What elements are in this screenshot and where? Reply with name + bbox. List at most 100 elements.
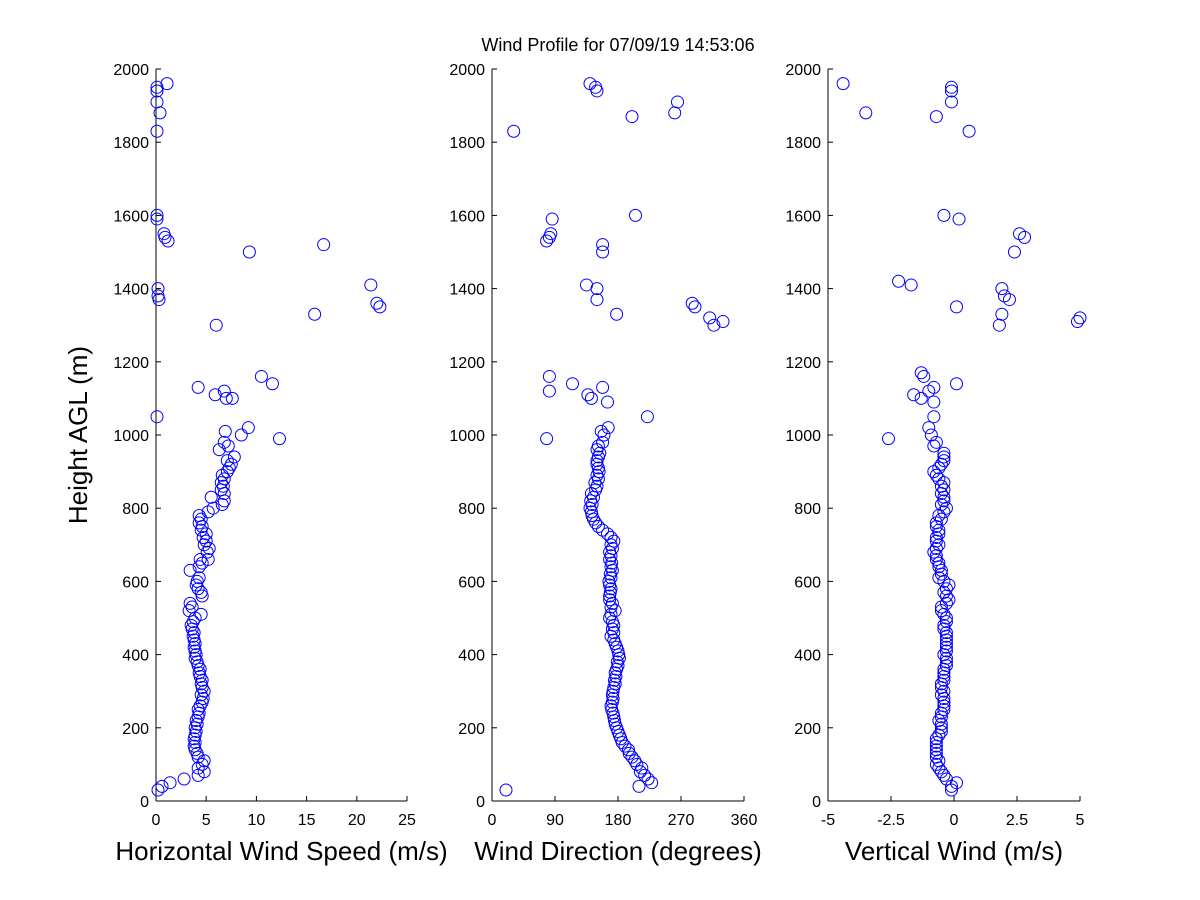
data-point	[590, 468, 604, 482]
y-tick-label: 600	[458, 574, 485, 591]
data-point	[929, 435, 943, 449]
data-point	[939, 611, 953, 625]
data-point	[160, 77, 174, 91]
data-point	[937, 768, 951, 782]
x-axis-label: Horizontal Wind Speed (m/s)	[115, 836, 447, 866]
data-point	[937, 585, 951, 599]
data-point	[934, 512, 948, 526]
data-point	[944, 783, 958, 797]
y-tick-label: 800	[458, 501, 485, 518]
data-point	[195, 757, 209, 771]
data-point	[929, 541, 943, 555]
data-point	[952, 212, 966, 226]
data-point	[192, 509, 206, 523]
data-point	[317, 238, 331, 252]
y-tick-label: 800	[122, 501, 149, 518]
data-point	[929, 732, 943, 746]
data-point	[190, 574, 204, 588]
data-point	[671, 95, 684, 109]
data-point	[929, 746, 943, 760]
data-point	[190, 746, 204, 760]
data-point	[197, 684, 211, 698]
data-point	[608, 604, 622, 618]
data-point	[604, 530, 618, 544]
y-tick-label: 1200	[113, 355, 149, 372]
data-point	[927, 380, 941, 394]
data-point	[904, 278, 918, 292]
data-point	[937, 673, 951, 687]
data-point	[161, 234, 175, 248]
data-point	[939, 615, 953, 629]
data-point	[191, 703, 205, 716]
data-point	[638, 768, 652, 782]
data-point	[937, 454, 951, 468]
data-point	[944, 80, 958, 94]
data-point	[194, 607, 208, 621]
x-tick-label: 15	[298, 812, 316, 829]
data-point	[950, 776, 964, 790]
data-point	[191, 582, 205, 596]
data-point	[703, 311, 717, 325]
data-point	[201, 552, 215, 566]
data-point	[185, 600, 199, 614]
data-point	[218, 424, 232, 438]
x-tick-label: 360	[731, 812, 758, 829]
data-point	[1007, 245, 1021, 259]
x-tick-label: 0	[488, 812, 497, 829]
data-point	[189, 713, 203, 727]
data-point	[597, 428, 611, 442]
x-axis-label: Wind Direction (degrees)	[474, 836, 762, 866]
data-point	[151, 289, 165, 303]
data-point	[580, 278, 593, 292]
data-point	[929, 552, 943, 566]
data-point	[184, 618, 198, 632]
data-point	[907, 388, 921, 402]
data-point	[192, 571, 206, 585]
data-point	[929, 750, 943, 764]
data-point	[187, 626, 201, 640]
data-point	[997, 289, 1011, 303]
plot-horizontal-wind-speed: 0 200 400 600 800 1000 1200 1400 1600 1800 2000 0 5 1…	[63, 62, 448, 866]
x-tick-label: 180	[605, 812, 632, 829]
data-point	[540, 432, 554, 446]
y-tick-label: 1800	[113, 135, 149, 152]
data-point	[596, 238, 610, 252]
data-point	[212, 443, 226, 457]
y-tick-label: 200	[122, 721, 149, 738]
data-point	[150, 95, 164, 109]
data-point	[939, 582, 953, 596]
data-point	[182, 604, 196, 618]
data-point	[224, 457, 238, 471]
data-point	[932, 713, 946, 727]
y-tick-label: 400	[794, 648, 821, 665]
data-point	[544, 227, 558, 241]
y-tick-label: 1600	[113, 208, 149, 225]
data-point	[836, 77, 850, 91]
data-point	[929, 110, 943, 124]
data-point	[272, 432, 286, 446]
data-point	[192, 560, 206, 574]
data-point	[209, 318, 223, 332]
y-tick-label: 200	[794, 721, 821, 738]
data-point	[929, 757, 943, 771]
data-point	[542, 369, 556, 383]
data-point	[917, 369, 931, 383]
data-point	[630, 757, 644, 771]
data-point	[937, 450, 951, 464]
data-point	[225, 391, 239, 405]
data-point	[507, 124, 521, 138]
data-point	[601, 421, 615, 435]
data-point	[193, 552, 207, 566]
data-point	[151, 783, 165, 797]
data-point	[929, 735, 943, 749]
data-point	[605, 556, 619, 570]
data-point	[254, 369, 268, 383]
data-point	[645, 776, 659, 790]
data-point	[937, 208, 951, 222]
data-point	[939, 626, 953, 640]
y-tick-label: 400	[458, 648, 485, 665]
data-point	[499, 783, 513, 797]
data-point	[200, 545, 214, 559]
